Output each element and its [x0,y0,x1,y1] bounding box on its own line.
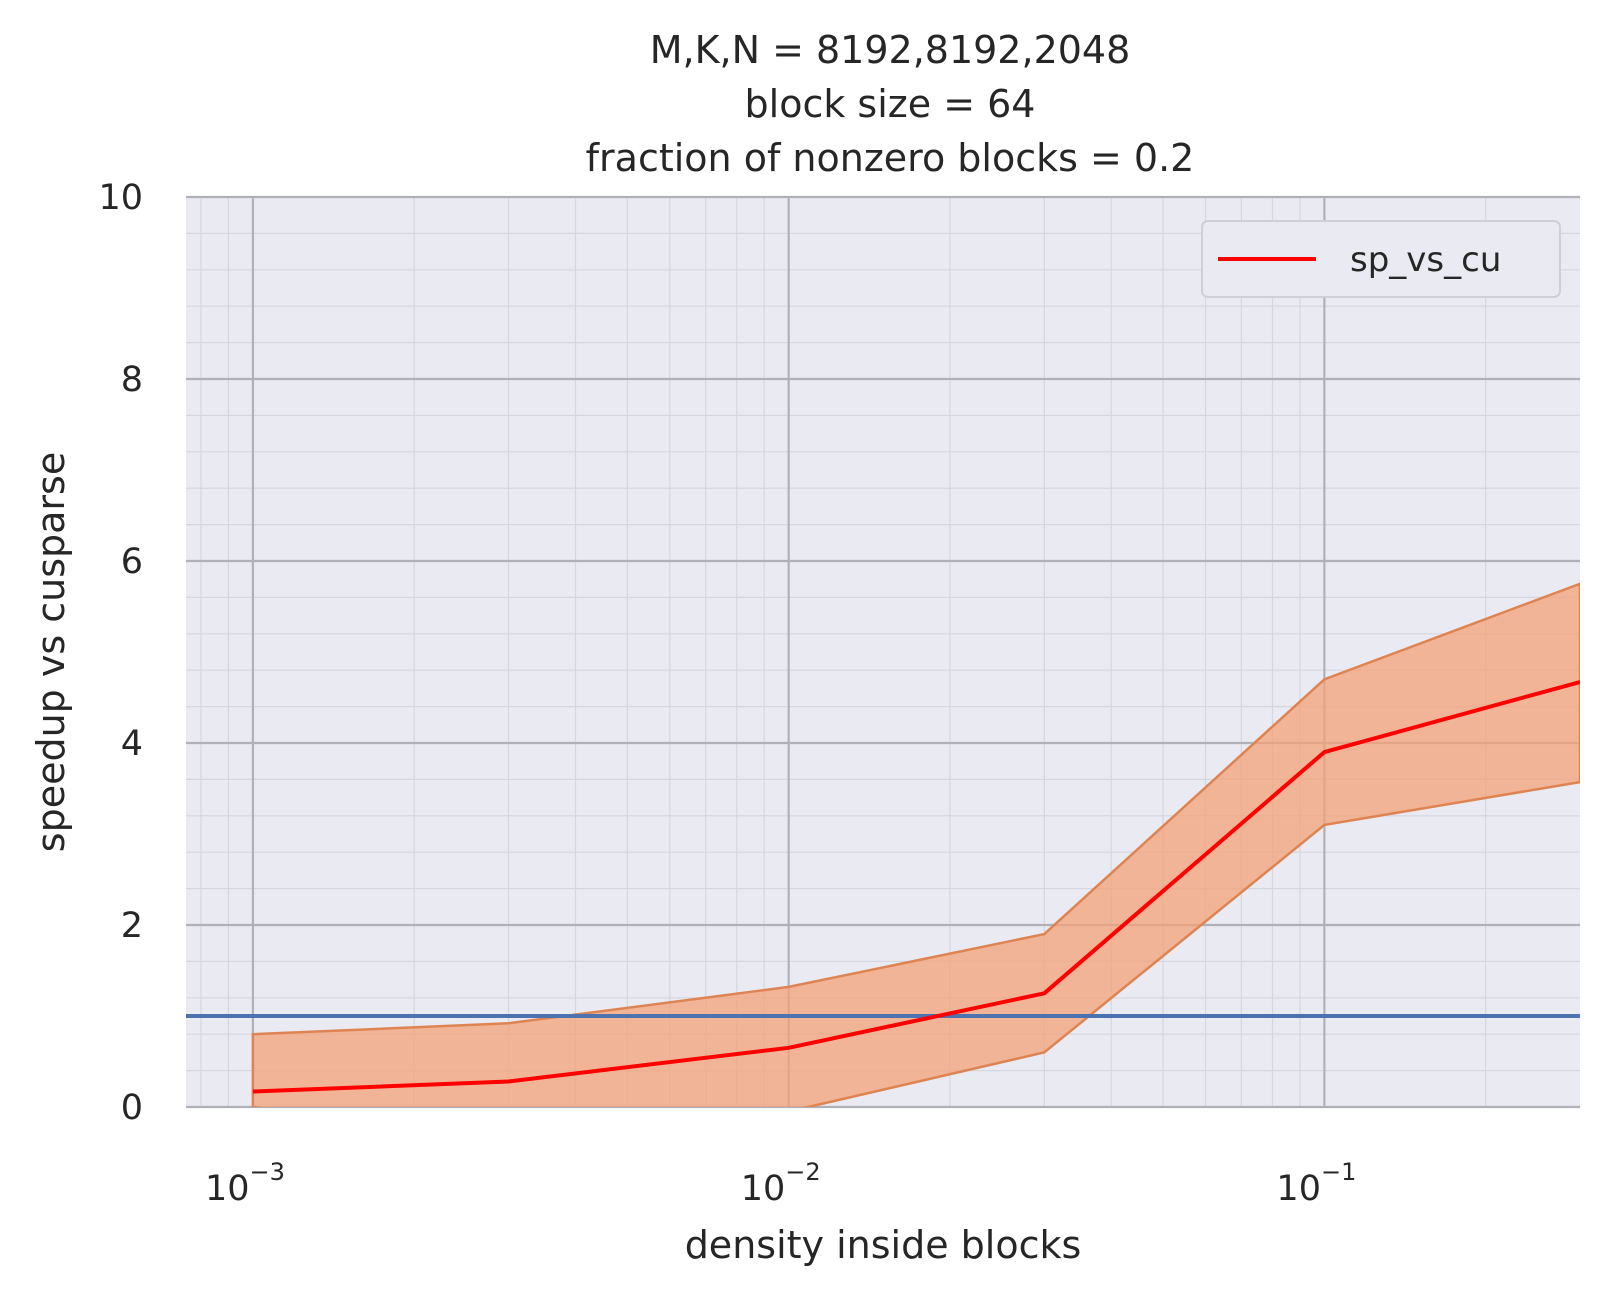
y-tick-label: 4 [121,724,143,764]
y-tick-label: 10 [98,178,143,218]
y-tick-label: 2 [121,906,143,946]
x-tick-label: 10−3 [205,1158,285,1209]
plot-background [186,197,1580,1107]
y-tick-label: 8 [121,360,143,400]
x-tick-label: 10−2 [741,1158,821,1209]
title-line-3: fraction of nonzero blocks = 0.2 [586,136,1195,180]
title-line-1: M,K,N = 8192,8192,2048 [650,28,1131,72]
y-tick-label: 6 [121,542,143,582]
x-tick-label: 10−1 [1276,1158,1356,1209]
legend-box [1201,220,1561,298]
series-line-sp-vs-cu [252,680,1580,1094]
title-line-2: block size = 64 [745,82,1036,126]
x-axis-label: density inside blocks [685,1223,1082,1267]
legend: sp_vs_cu [1201,220,1561,298]
y-tick-label: 0 [121,1088,143,1128]
x-axis-ticks: 10−3 10−2 10−1 [205,1158,1356,1209]
legend-label-sp-vs-cu: sp_vs_cu [1350,240,1501,280]
confidence-band [251,582,1580,1107]
y-axis-label: speedup vs cusparse [29,452,73,852]
y-axis-ticks: 0 2 4 6 8 10 [98,178,143,1128]
